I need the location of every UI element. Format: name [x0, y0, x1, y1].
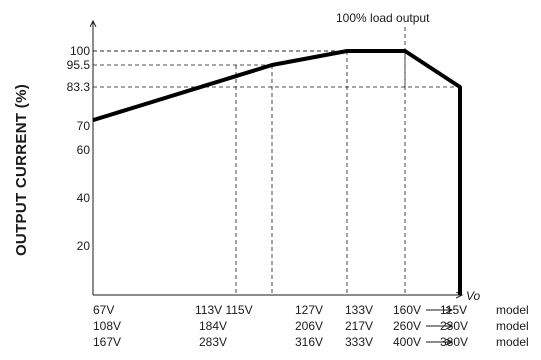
y-tick-label: 40 — [77, 191, 91, 205]
x-tick-label: 316V — [295, 335, 323, 349]
y-tick-label: 83.3 — [67, 80, 91, 94]
x-tick-label: 283V — [199, 335, 227, 349]
x-tick-label: 113V 115V — [195, 303, 253, 317]
x-tick-label: 167V — [93, 335, 121, 349]
x-tick-label: 127V — [295, 303, 323, 317]
model-label: model — [496, 335, 529, 349]
x-tick-label: 206V — [295, 319, 323, 333]
y-tick-label: 20 — [77, 239, 91, 253]
y-tick-label: 70 — [77, 119, 91, 133]
y-tick-label: 100 — [70, 44, 90, 58]
model-label: model — [496, 303, 529, 317]
x-tick-label: 230V — [440, 319, 468, 333]
x-tick-label: 333V — [345, 335, 373, 349]
y-tick-label: 95.5 — [67, 58, 91, 72]
derating-curve — [92, 49, 462, 295]
x-tick-label: 260V — [393, 319, 421, 333]
x-tick-label: 400V — [393, 335, 421, 349]
model-label: model — [496, 319, 529, 333]
x-tick-label: 108V — [93, 319, 121, 333]
y-axis-title: OUTPUT CURRENT (%) — [13, 84, 30, 256]
x-axis-title: Vo — [466, 289, 481, 303]
x-tick-label: 133V — [345, 303, 373, 317]
x-tick-label: 67V — [93, 303, 114, 317]
x-tick-label: 217V — [345, 319, 373, 333]
x-tick-label: 160V — [393, 303, 421, 317]
x-tick-label: 115V — [440, 303, 467, 317]
x-tick-label: 184V — [199, 319, 227, 333]
x-tick-label: 380V — [440, 335, 468, 349]
annotation-label: 100% load output — [336, 11, 430, 25]
y-tick-label: 60 — [77, 143, 91, 157]
